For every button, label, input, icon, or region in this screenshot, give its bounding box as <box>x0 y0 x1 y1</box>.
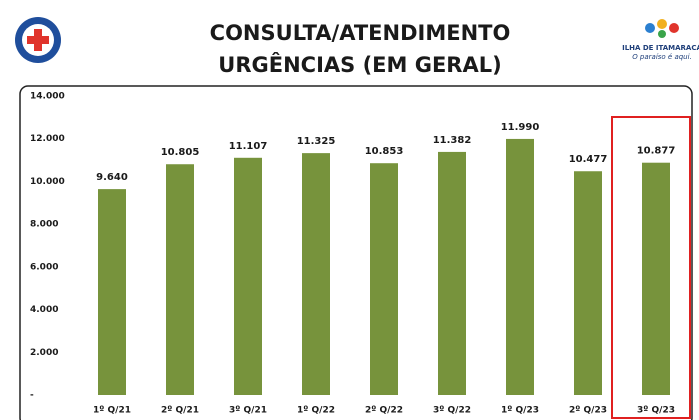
x-tick-label: 2º Q/21 <box>161 406 199 416</box>
left-logo <box>15 17 61 63</box>
logo-dot <box>657 19 667 29</box>
logo-cross <box>27 36 49 44</box>
y-tick-label: 12.000 <box>30 134 65 144</box>
x-tick-label: 1º Q/22 <box>297 406 335 416</box>
logo-dot <box>645 23 655 33</box>
y-tick-label: 8.000 <box>30 220 58 230</box>
x-tick-label: 3º Q/21 <box>229 406 267 416</box>
bar <box>166 164 194 395</box>
chart-title: CONSULTA/ATENDIMENTO <box>210 21 511 45</box>
x-tick-label: 2º Q/22 <box>365 406 403 416</box>
value-label: 10.477 <box>569 154 608 165</box>
plot-frame <box>19 85 693 420</box>
bar <box>370 163 398 395</box>
y-tick-label: 4.000 <box>30 305 58 315</box>
bar <box>98 189 126 395</box>
value-label: 9.640 <box>96 172 128 183</box>
right-logo: ILHA DE ITAMARACÁ O paraíso é aqui. <box>622 19 699 61</box>
value-label: 10.853 <box>365 146 404 157</box>
bar <box>574 171 602 395</box>
value-label: 11.107 <box>229 141 268 152</box>
x-tick-label: 2º Q/23 <box>569 406 607 416</box>
y-tick-label: 2.000 <box>30 348 58 358</box>
highlight-box <box>611 116 691 419</box>
value-label: 11.990 <box>501 122 540 133</box>
chart-title: URGÊNCIAS (EM GERAL) <box>218 52 501 77</box>
logo-name: ILHA DE ITAMARACÁ <box>622 43 699 52</box>
bar <box>234 157 262 395</box>
value-label: 10.805 <box>161 147 200 158</box>
logo-dot <box>658 30 666 38</box>
bar <box>302 153 330 395</box>
bar <box>506 138 534 395</box>
x-tick-label: 3º Q/22 <box>433 406 471 416</box>
logo-dot <box>669 23 679 33</box>
x-tick-label: 3º Q/23 <box>637 406 675 416</box>
y-tick-label: 6.000 <box>30 262 58 272</box>
y-tick-label: 14.000 <box>30 92 65 102</box>
x-tick-label: 1º Q/23 <box>501 406 539 416</box>
value-label: 10.877 <box>637 146 676 157</box>
y-tick-label: 10.000 <box>30 177 65 187</box>
x-tick-label: 1º Q/21 <box>93 406 131 416</box>
value-label: 11.382 <box>433 135 472 146</box>
logo-slogan: O paraíso é aqui. <box>632 53 692 61</box>
bar <box>642 162 670 395</box>
value-label: 11.325 <box>297 136 336 147</box>
y-tick-label: - <box>30 391 34 401</box>
bar <box>438 151 466 395</box>
